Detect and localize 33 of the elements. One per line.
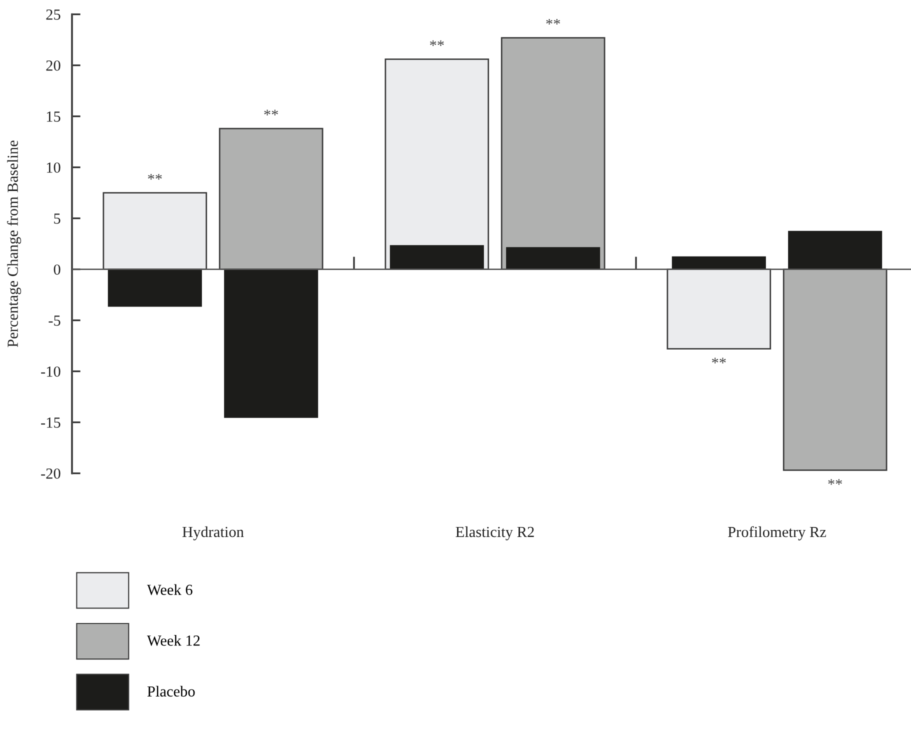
y-tick-label: 5	[54, 214, 60, 224]
legend-label: Week 6	[146, 584, 192, 596]
bar	[218, 128, 324, 270]
bar	[500, 37, 606, 270]
annotation: **	[430, 40, 444, 46]
y-tick-label: -20	[41, 468, 60, 479]
bar	[224, 268, 318, 418]
x-tick-label: Profilometry Rz	[728, 526, 826, 540]
annotation: **	[264, 110, 278, 116]
bar	[506, 247, 600, 270]
y-tick-label: 20	[46, 60, 60, 71]
legend-label: Week 12	[146, 635, 200, 646]
y-tick-label: 25	[46, 9, 60, 20]
annotation: **	[148, 174, 162, 180]
y-tick-label: 0	[54, 264, 60, 275]
y-axis-title: Percentage Change from Baseline	[7, 140, 22, 348]
bar	[390, 245, 484, 270]
bar	[788, 230, 882, 270]
annotation: **	[546, 18, 560, 25]
annotation: **	[712, 358, 726, 364]
bar	[782, 268, 888, 471]
x-tick-label: Elasticity R2	[456, 526, 534, 540]
legend-label: Placebo	[147, 686, 195, 697]
bar	[666, 268, 772, 350]
y-tick-label: 15	[46, 112, 60, 122]
bar	[102, 192, 208, 270]
y-tick-label: -10	[41, 366, 60, 377]
text: **	[828, 479, 842, 485]
x-tick-label: Hydration	[182, 526, 244, 540]
bar	[108, 268, 202, 307]
y-tick-label: 10	[46, 162, 60, 173]
y-tick-label: -5	[48, 316, 60, 326]
y-tick-label: -15	[41, 418, 60, 428]
